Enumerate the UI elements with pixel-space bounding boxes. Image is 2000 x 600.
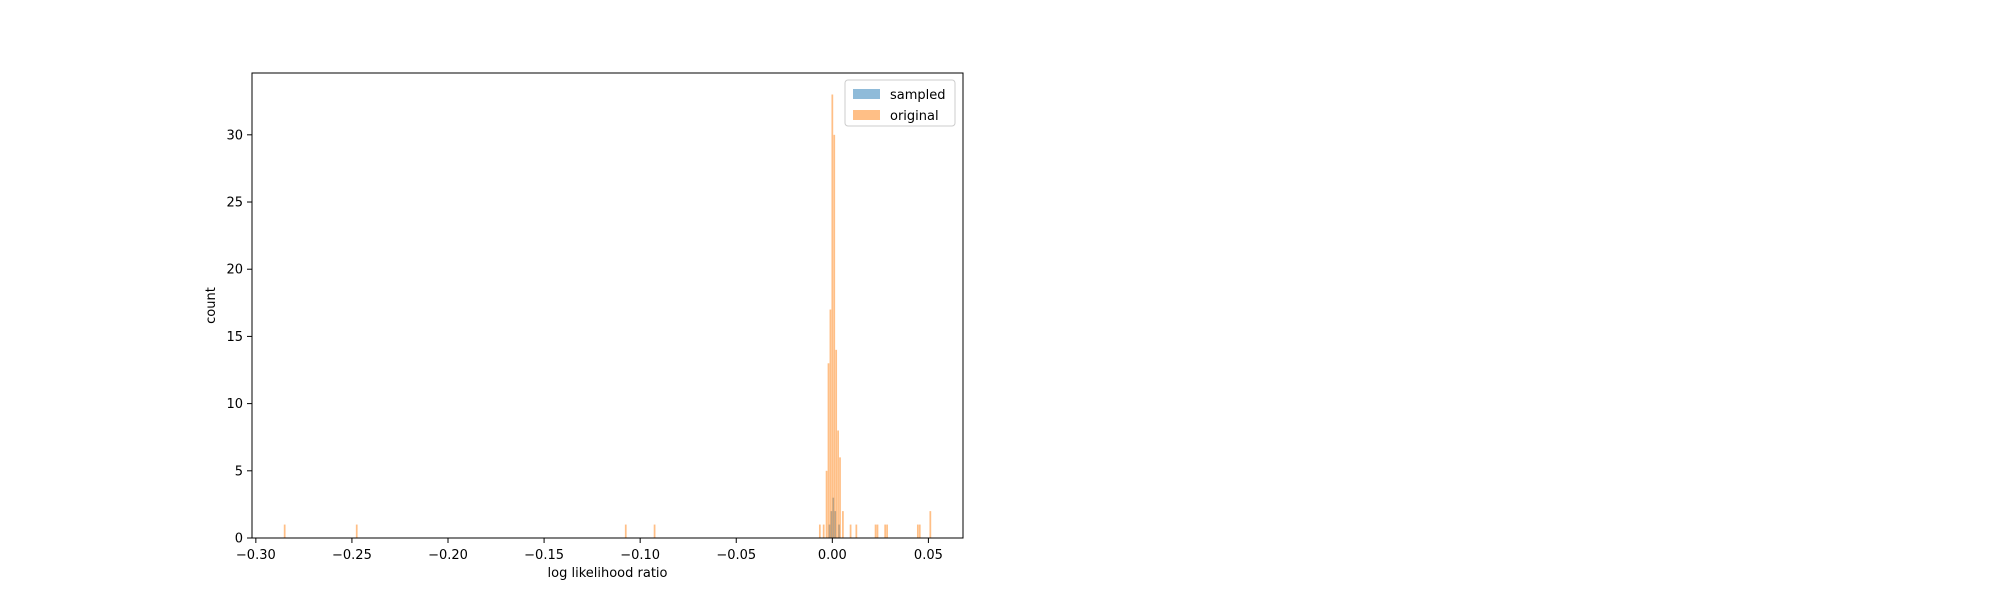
- x-axis-label: log likelihood ratio: [548, 566, 668, 581]
- bar-original-23: [929, 511, 932, 538]
- x-tick-label: 0.05: [914, 548, 943, 563]
- y-tick-label: 5: [235, 464, 243, 479]
- bar-original-5: [822, 524, 825, 538]
- bar-original-13: [839, 457, 841, 538]
- bar-original-21: [916, 524, 919, 538]
- bar-original-7: [827, 363, 830, 538]
- x-axis-ticks: −0.30 −0.25 −0.20 −0.15 −0.10 −0.05 0.00 0.05: [236, 538, 943, 563]
- histogram-bars: [283, 94, 932, 539]
- bar-sampled-4: [838, 524, 840, 538]
- bar-sampled-3: [834, 511, 837, 538]
- y-tick-label: 25: [226, 196, 243, 211]
- bar-original-11: [835, 349, 838, 538]
- bar-sampled-1: [830, 511, 833, 538]
- bar-sampled-0: [828, 524, 831, 538]
- legend-swatch-sampled: [853, 89, 880, 99]
- bar-original-15: [849, 524, 852, 538]
- x-tick-label: −0.25: [332, 548, 372, 563]
- bar-original-18: [876, 524, 879, 538]
- bar-original-12: [837, 430, 839, 538]
- x-tick-label: −0.05: [716, 548, 756, 563]
- x-tick-label: −0.20: [428, 548, 468, 563]
- axes-frame: [251, 72, 964, 539]
- bar-original-9: [831, 94, 834, 538]
- bar-original-20: [886, 524, 888, 538]
- x-tick-label: −0.10: [620, 548, 660, 563]
- bar-original-16: [855, 524, 858, 538]
- y-tick-label: 0: [235, 532, 243, 547]
- bar-original-19: [884, 524, 887, 538]
- bar-original-6: [825, 470, 828, 538]
- bar-original-22: [918, 524, 921, 538]
- y-axis-ticks: 0 5 10 15 20 25 30: [226, 128, 252, 547]
- bar-original-2: [624, 524, 627, 538]
- x-tick-label: −0.30: [236, 548, 276, 563]
- y-tick-label: 30: [226, 128, 243, 143]
- y-axis-label: count: [204, 287, 219, 324]
- legend-label-original: original: [890, 109, 939, 124]
- y-tick-label: 15: [226, 330, 243, 345]
- x-tick-label: 0.00: [818, 548, 847, 563]
- bar-original-4: [818, 524, 821, 538]
- bar-original-14: [842, 511, 844, 538]
- y-tick-label: 20: [226, 263, 243, 278]
- legend-swatch-original: [853, 110, 880, 120]
- legend-label-sampled: sampled: [890, 88, 946, 103]
- bar-original-17: [874, 524, 877, 538]
- bar-original-8: [829, 309, 832, 538]
- legend: sampled original: [844, 79, 956, 127]
- y-tick-label: 10: [226, 397, 243, 412]
- bar-sampled-2: [832, 497, 835, 538]
- bar-original-3: [653, 524, 656, 538]
- bar-original-1: [355, 524, 358, 538]
- bar-original-10: [833, 134, 836, 539]
- x-tick-label: −0.15: [524, 548, 564, 563]
- bar-original-0: [283, 524, 286, 538]
